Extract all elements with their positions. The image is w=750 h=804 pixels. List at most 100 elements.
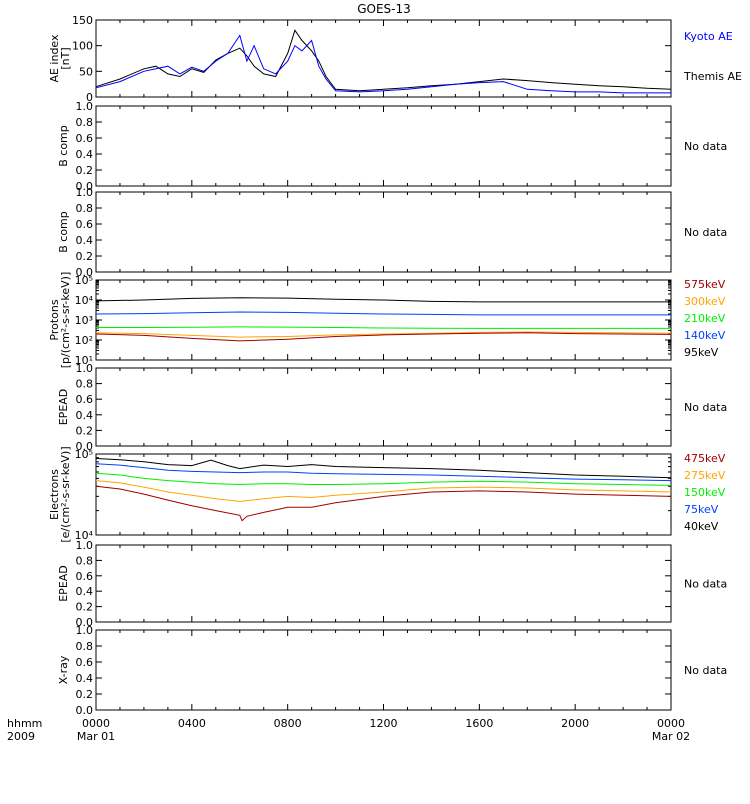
y-axis-label: B comp [57,125,70,167]
panel-frame [95,367,672,447]
y-tick-label: 10¹ [75,354,93,367]
y-tick-label: 10³ [75,314,93,327]
y-tick-label: 0.4 [76,585,94,598]
series-300kev [95,331,672,338]
series-95kev [95,297,671,303]
y-tick-label: 0.8 [76,202,94,215]
x-tick-label: 1600 [465,717,493,730]
y-tick-label: 0.0 [76,440,94,453]
series-140kev [95,311,671,316]
panel-b_comp_2: 0.0 0.2 0.4 0.6 0.8 1.0 B comp No data [57,186,727,279]
panel-frame [95,279,672,361]
no-data-label: No data [684,140,727,153]
y-tick-label: 10⁴ [75,294,94,307]
corner-label-year: 2009 [7,730,35,743]
panel-b_comp_1: 0.0 0.2 0.4 0.6 0.8 1.0 B comp No data [57,100,727,193]
panel-frame [95,19,672,98]
x-tick-label: 0000 [657,717,685,730]
y-tick-label: 0.4 [76,672,94,685]
y-axis-label: EPEAD [57,565,70,602]
y-axis-label: [nT] [59,47,72,69]
y-tick-label: 1.0 [76,186,94,199]
start-date-label: Mar 01 [77,730,115,743]
y-tick-label: 0.8 [76,554,94,567]
legend-575kev: 575keV [684,278,726,291]
panel-electrons: 10⁴ 10⁵ Electrons[e/(cm²-s-sr-keV)] 475keV 2… [48,446,726,542]
no-data-label: No data [684,578,727,591]
series-475kev [95,485,672,522]
series-150kev [95,472,672,486]
x-tick-label: 0000 [82,717,110,730]
y-tick-label: 0.6 [76,132,94,145]
legend-210kev: 210keV [684,312,726,325]
panel-protons: 10¹ 10² 10³ 10⁴ 10⁵ Protons[p/(cm²-s-sr-keV)]… [48,272,726,369]
legend-475kev: 475keV [684,452,726,465]
end-date-label: Mar 02 [652,730,690,743]
y-tick-label: 0.0 [76,704,94,717]
y-tick-label: 0.0 [76,180,94,193]
y-axis-label: [p/(cm²-s-sr-keV)] [59,272,72,369]
no-data-label: No data [684,226,727,239]
legend-40kev: 40keV [684,520,719,533]
y-tick-label: 0 [86,91,93,104]
legend-95kev: 95keV [684,346,719,359]
y-axis-label: [e/(cm²-s-sr-keV)] [59,446,72,542]
series-75kev [95,463,672,482]
y-axis-label: EPEAD [57,389,70,426]
y-axis-label: Electrons [48,469,61,520]
panel-epead_1: 0.0 0.2 0.4 0.6 0.8 1.0 EPEAD No data [57,362,727,453]
y-tick-label: 1.0 [76,539,94,552]
y-axis-label: B comp [57,211,70,253]
y-tick-label: 0.6 [76,393,94,406]
y-tick-label: 0.6 [76,656,94,669]
y-tick-label: 150 [72,14,93,27]
series-575kev [95,332,672,342]
no-data-label: No data [684,401,727,414]
y-tick-label: 10⁵ [75,274,93,287]
y-tick-label: 0.2 [76,688,94,701]
panel-frame [95,191,672,273]
y-tick-label: 0.2 [76,424,94,437]
x-tick-label: 0400 [178,717,206,730]
y-tick-label: 10⁴ [75,529,94,542]
panel-xray: 0.0 0.2 0.4 0.6 0.8 1.0 X-ray No data [57,624,727,717]
y-tick-label: 1.0 [76,624,94,637]
y-axis-label: X-ray [57,655,70,684]
panels: 0 50 100 150 AE index[nT] Kyoto AE Themis AE 0.… [48,14,742,730]
y-tick-label: 0.4 [76,234,94,247]
series-themis-ae [95,29,672,92]
corner-label-hhmm: hhmm [7,717,42,730]
panel-frame [95,544,672,623]
legend-275kev: 275keV [684,469,726,482]
panel-epead_2: 0.0 0.2 0.4 0.6 0.8 1.0 EPEAD No data [57,539,727,629]
y-tick-label: 10² [75,334,93,347]
y-tick-label: 50 [79,65,93,78]
plot-title: GOES-13 [357,2,411,16]
series-40kev [95,458,672,479]
no-data-label: No data [684,664,727,677]
y-tick-label: 1.0 [76,362,94,375]
y-tick-label: 0.4 [76,148,94,161]
y-tick-label: 100 [72,40,93,53]
legend-themis-ae: Themis AE [683,70,742,83]
y-tick-label: 1.0 [76,100,94,113]
x-tick-label: 0800 [274,717,302,730]
y-tick-label: 0.2 [76,164,94,177]
legend-75kev: 75keV [684,503,719,516]
y-tick-label: 0.2 [76,601,94,614]
legend-150kev: 150keV [684,486,726,499]
legend-kyoto-ae: Kyoto AE [684,30,733,43]
series-kyoto-ae [95,34,671,94]
y-tick-label: 0.2 [76,250,94,263]
y-axis-label: Protons [48,299,61,340]
y-tick-label: 0.8 [76,640,94,653]
y-tick-label: 0.0 [76,616,94,629]
series-275kev [95,480,672,502]
panel-frame [95,629,672,711]
panel-frame [95,105,672,187]
panel-ae_index: 0 50 100 150 AE index[nT] Kyoto AE Themis AE [48,14,742,104]
legend-300kev: 300keV [684,295,726,308]
y-tick-label: 0.6 [76,218,94,231]
y-tick-label: 10⁵ [75,448,93,461]
